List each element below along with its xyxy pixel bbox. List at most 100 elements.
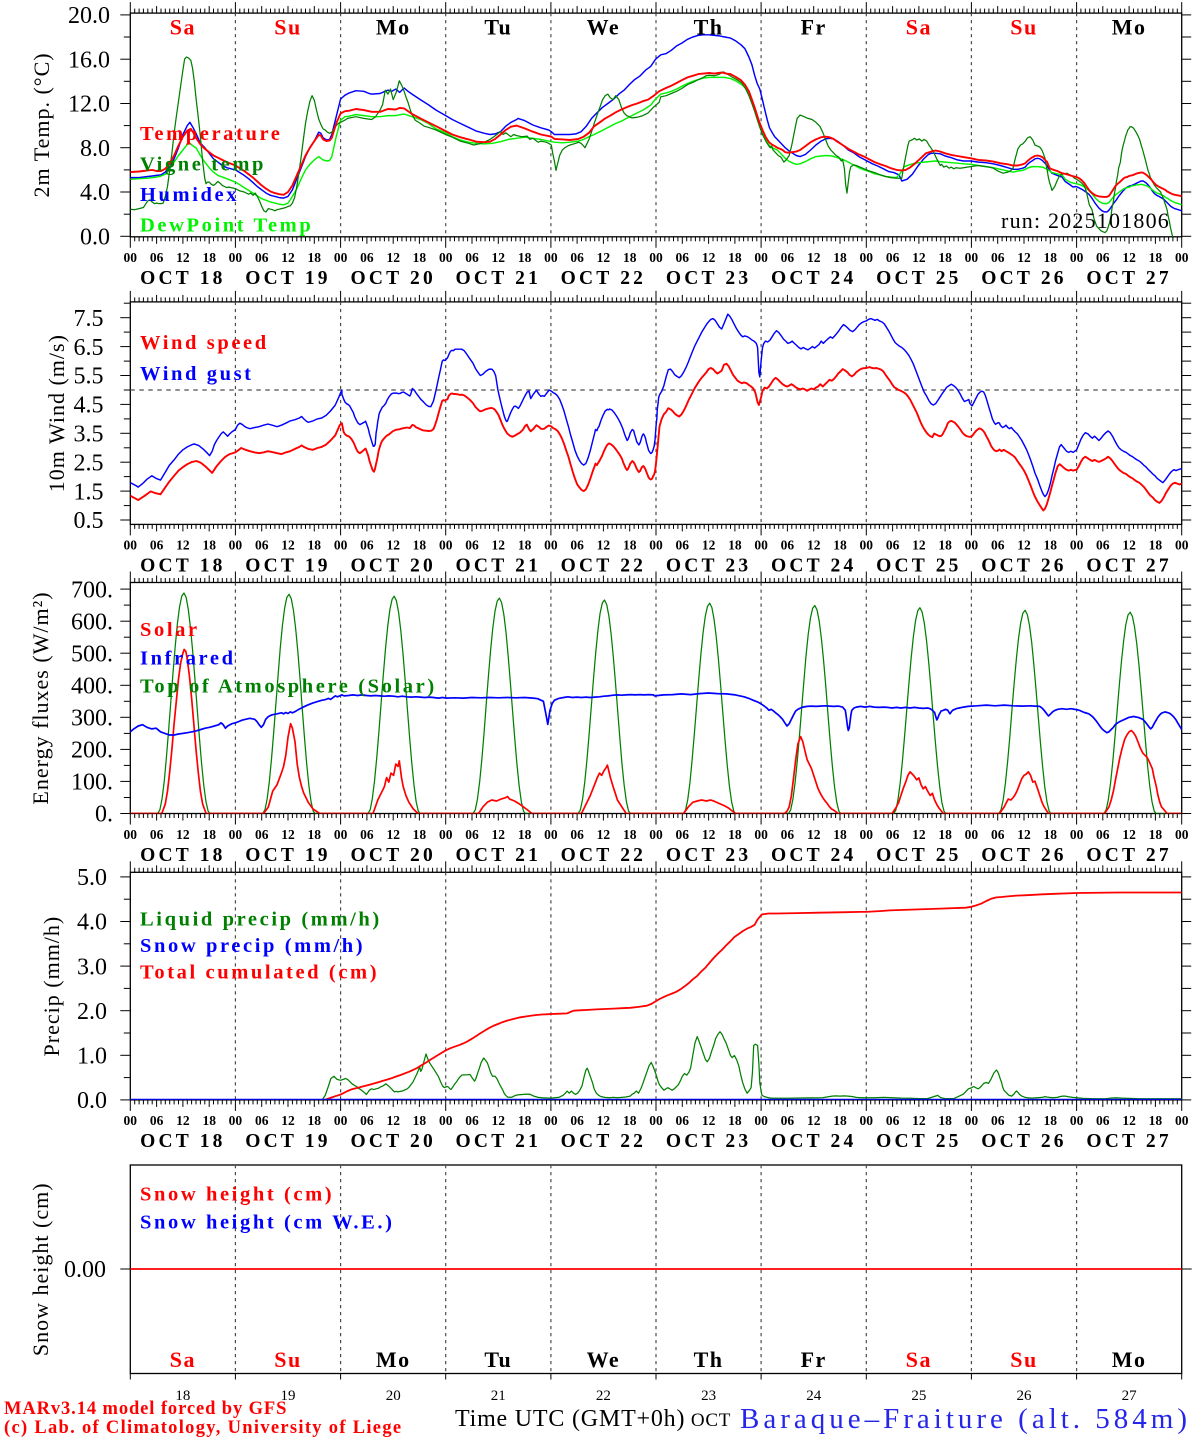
svg-text:18: 18	[1149, 827, 1163, 842]
svg-text:00: 00	[1175, 1113, 1189, 1128]
svg-text:OCT 23: OCT 23	[666, 556, 751, 577]
svg-text:OCT 18: OCT 18	[140, 556, 225, 577]
svg-text:00: 00	[860, 1113, 874, 1128]
svg-text:00: 00	[754, 250, 768, 265]
svg-text:00: 00	[1175, 250, 1189, 265]
svg-text:27: 27	[1122, 1388, 1138, 1404]
svg-text:06: 06	[255, 827, 269, 842]
svg-text:06: 06	[991, 538, 1005, 553]
svg-text:Su: Su	[1010, 1347, 1037, 1372]
svg-text:18: 18	[728, 827, 742, 842]
svg-text:3.0: 3.0	[77, 954, 107, 980]
svg-text:18: 18	[308, 827, 322, 842]
svg-text:OCT 21: OCT 21	[456, 268, 541, 289]
svg-text:18: 18	[623, 1113, 637, 1128]
svg-text:18: 18	[202, 250, 216, 265]
svg-text:06: 06	[886, 827, 900, 842]
svg-text:12.0: 12.0	[68, 92, 110, 118]
svg-text:00: 00	[860, 827, 874, 842]
svg-text:25: 25	[911, 1388, 926, 1404]
svg-text:12: 12	[1017, 538, 1031, 553]
svg-text:12: 12	[1122, 250, 1136, 265]
svg-text:OCT 25: OCT 25	[876, 1131, 961, 1152]
svg-text:00: 00	[860, 250, 874, 265]
svg-text:00: 00	[124, 250, 138, 265]
svg-text:06: 06	[991, 250, 1005, 265]
svg-text:16.0: 16.0	[68, 47, 110, 73]
svg-text:6.5: 6.5	[74, 335, 104, 361]
svg-text:OCT 22: OCT 22	[561, 268, 646, 289]
svg-text:06: 06	[676, 827, 690, 842]
svg-text:06: 06	[676, 250, 690, 265]
svg-text:Tu: Tu	[484, 15, 512, 40]
svg-text:OCT 26: OCT 26	[981, 268, 1066, 289]
svg-text:12: 12	[386, 250, 400, 265]
svg-text:00: 00	[439, 827, 453, 842]
svg-text:06: 06	[991, 1113, 1005, 1128]
svg-text:23: 23	[701, 1388, 716, 1404]
svg-text:12: 12	[1122, 1113, 1136, 1128]
svg-text:Fr: Fr	[801, 15, 827, 40]
svg-text:12: 12	[1122, 538, 1136, 553]
svg-text:00: 00	[754, 827, 768, 842]
svg-text:00: 00	[965, 250, 979, 265]
svg-text:00: 00	[649, 250, 663, 265]
svg-text:5.0: 5.0	[77, 865, 107, 891]
svg-text:OCT 24: OCT 24	[771, 1131, 856, 1152]
svg-text:18: 18	[518, 827, 532, 842]
svg-text:12: 12	[1122, 827, 1136, 842]
svg-text:12: 12	[912, 250, 926, 265]
svg-text:0.0: 0.0	[77, 1088, 107, 1114]
svg-text:Fr: Fr	[801, 1347, 827, 1372]
svg-text:18: 18	[413, 827, 427, 842]
svg-text:18: 18	[938, 538, 952, 553]
svg-text:OCT 27: OCT 27	[1086, 845, 1171, 866]
svg-text:18: 18	[833, 538, 847, 553]
svg-text:OCT 27: OCT 27	[1086, 556, 1171, 577]
svg-text:OCT 22: OCT 22	[561, 845, 646, 866]
svg-text:OCT 27: OCT 27	[1086, 1131, 1171, 1152]
svg-text:12: 12	[386, 538, 400, 553]
svg-text:OCT 21: OCT 21	[456, 556, 541, 577]
svg-text:06: 06	[465, 1113, 479, 1128]
svg-text:00: 00	[1070, 538, 1084, 553]
svg-text:06: 06	[150, 538, 164, 553]
svg-text:Total cumulated (cm): Total cumulated (cm)	[140, 962, 379, 984]
svg-text:Temperature: Temperature	[140, 123, 282, 145]
svg-text:06: 06	[570, 538, 584, 553]
svg-text:18: 18	[728, 1113, 742, 1128]
svg-text:1.0: 1.0	[77, 1044, 107, 1070]
svg-text:00: 00	[754, 538, 768, 553]
svg-text:18: 18	[833, 250, 847, 265]
svg-text:We: We	[587, 1347, 621, 1372]
svg-text:20.0: 20.0	[68, 3, 110, 29]
svg-text:12: 12	[1017, 827, 1031, 842]
svg-text:06: 06	[360, 538, 374, 553]
svg-text:OCT 24: OCT 24	[771, 556, 856, 577]
svg-text:Th: Th	[694, 15, 724, 40]
svg-text:2.5: 2.5	[74, 450, 104, 476]
svg-text:00: 00	[965, 1113, 979, 1128]
svg-text:00: 00	[439, 538, 453, 553]
svg-text:OCT 24: OCT 24	[771, 845, 856, 866]
svg-text:00: 00	[229, 827, 243, 842]
svg-text:18: 18	[413, 250, 427, 265]
svg-text:OCT 26: OCT 26	[981, 1131, 1066, 1152]
svg-text:00: 00	[124, 827, 138, 842]
svg-text:00: 00	[124, 538, 138, 553]
svg-text:8.0: 8.0	[80, 136, 110, 162]
svg-text:Sa: Sa	[906, 1347, 932, 1372]
svg-text:12: 12	[176, 250, 190, 265]
svg-text:00: 00	[649, 827, 663, 842]
svg-text:00: 00	[334, 538, 348, 553]
svg-text:12: 12	[807, 827, 821, 842]
svg-text:12: 12	[702, 250, 716, 265]
svg-text:OCT 19: OCT 19	[245, 556, 330, 577]
svg-text:06: 06	[570, 1113, 584, 1128]
svg-text:12: 12	[281, 1113, 295, 1128]
svg-text:06: 06	[781, 827, 795, 842]
svg-text:18: 18	[518, 1113, 532, 1128]
svg-text:18: 18	[623, 250, 637, 265]
svg-text:18: 18	[413, 538, 427, 553]
svg-text:12: 12	[492, 1113, 506, 1128]
